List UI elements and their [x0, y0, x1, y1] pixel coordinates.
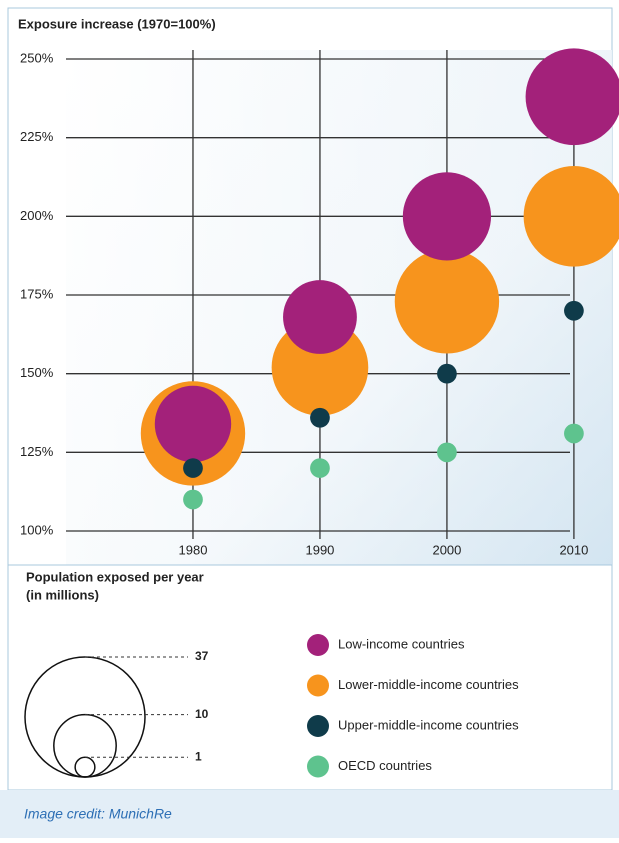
x-tick-label: 1990	[305, 542, 334, 557]
y-tick-label: 250%	[20, 50, 54, 65]
size-legend-title: (in millions)	[26, 587, 99, 602]
legend-swatch	[307, 634, 329, 656]
size-legend-label: 10	[195, 707, 209, 721]
legend-swatch	[307, 715, 329, 737]
chart-title: Exposure increase (1970=100%)	[18, 16, 216, 31]
legend-frame	[7, 564, 613, 791]
legend-label: Lower-middle-income countries	[338, 677, 519, 692]
bubble	[402, 172, 492, 261]
bubble	[525, 48, 619, 146]
y-tick-label: 125%	[20, 444, 54, 459]
y-tick-label: 150%	[20, 365, 54, 380]
bubble	[310, 458, 330, 478]
bubble	[437, 442, 457, 463]
bubble	[437, 363, 457, 384]
bubble	[310, 407, 330, 428]
y-tick-label: 100%	[20, 522, 54, 537]
size-legend-label: 37	[195, 649, 209, 663]
size-legend-label: 1	[195, 749, 202, 763]
bubble	[564, 423, 584, 444]
legend-swatch	[307, 674, 329, 697]
y-tick-label: 175%	[20, 286, 54, 301]
bubble	[154, 385, 232, 463]
size-legend-title: Population exposed per year	[26, 569, 204, 584]
x-tick-label: 2010	[559, 542, 588, 557]
legend-label: Low-income countries	[338, 636, 465, 651]
bubble	[394, 249, 500, 354]
x-tick-label: 2000	[432, 542, 461, 557]
caption-bar	[0, 790, 619, 838]
bubble	[183, 458, 203, 478]
legend-label: Upper-middle-income countries	[338, 717, 519, 732]
bubble	[183, 489, 203, 510]
y-tick-label: 225%	[20, 129, 54, 144]
bubble	[283, 280, 357, 354]
legend-swatch	[307, 755, 329, 778]
y-tick-label: 200%	[20, 208, 54, 223]
caption: Image credit: MunichRe	[24, 806, 172, 822]
bubble	[523, 166, 619, 267]
bubble	[564, 300, 584, 321]
legend-label: OECD countries	[338, 758, 432, 773]
x-tick-label: 1980	[179, 542, 208, 557]
